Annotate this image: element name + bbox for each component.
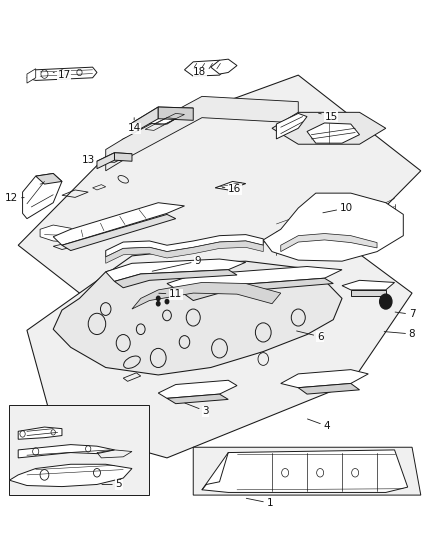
- Polygon shape: [215, 181, 245, 190]
- Polygon shape: [10, 405, 149, 495]
- Text: 1: 1: [246, 498, 272, 508]
- Polygon shape: [106, 96, 297, 171]
- Polygon shape: [341, 280, 394, 290]
- Polygon shape: [263, 193, 403, 261]
- Polygon shape: [53, 261, 341, 375]
- Text: 5: 5: [102, 480, 122, 489]
- Polygon shape: [132, 107, 158, 134]
- Polygon shape: [158, 380, 237, 398]
- Polygon shape: [184, 60, 228, 76]
- Circle shape: [165, 300, 168, 304]
- Polygon shape: [27, 69, 35, 83]
- Text: 8: 8: [383, 329, 414, 339]
- Polygon shape: [276, 114, 306, 139]
- Text: 13: 13: [81, 155, 95, 165]
- Polygon shape: [184, 278, 332, 301]
- Polygon shape: [350, 290, 385, 296]
- Polygon shape: [280, 233, 376, 252]
- Polygon shape: [53, 203, 184, 245]
- Text: 6: 6: [296, 331, 323, 342]
- Text: 15: 15: [318, 111, 337, 122]
- Polygon shape: [306, 123, 359, 143]
- Polygon shape: [22, 173, 62, 219]
- Text: 12: 12: [5, 193, 24, 204]
- Circle shape: [379, 294, 391, 309]
- Polygon shape: [280, 369, 367, 387]
- Text: 11: 11: [159, 289, 182, 299]
- Polygon shape: [166, 394, 228, 403]
- Circle shape: [156, 296, 159, 301]
- Text: 18: 18: [193, 68, 206, 77]
- Polygon shape: [158, 107, 193, 120]
- Polygon shape: [193, 447, 420, 495]
- Polygon shape: [201, 450, 407, 492]
- Polygon shape: [114, 153, 132, 161]
- Polygon shape: [132, 282, 280, 309]
- Text: 9: 9: [152, 256, 201, 271]
- Text: 14: 14: [127, 118, 141, 133]
- Polygon shape: [40, 225, 79, 242]
- Text: 4: 4: [307, 419, 329, 431]
- Polygon shape: [27, 67, 97, 80]
- Polygon shape: [106, 241, 263, 263]
- Polygon shape: [35, 173, 62, 184]
- Polygon shape: [97, 153, 114, 168]
- Circle shape: [156, 302, 159, 306]
- Polygon shape: [10, 464, 132, 487]
- Text: 7: 7: [394, 309, 414, 319]
- Polygon shape: [106, 259, 245, 281]
- Text: 17: 17: [53, 70, 71, 80]
- Polygon shape: [62, 214, 175, 251]
- Text: 3: 3: [184, 403, 208, 416]
- Polygon shape: [97, 153, 132, 163]
- Text: 10: 10: [322, 203, 352, 213]
- Polygon shape: [18, 75, 420, 341]
- Polygon shape: [166, 266, 341, 294]
- Polygon shape: [297, 383, 359, 394]
- Polygon shape: [210, 59, 237, 74]
- Polygon shape: [114, 270, 237, 288]
- Polygon shape: [27, 235, 411, 458]
- Polygon shape: [272, 112, 385, 144]
- Polygon shape: [106, 235, 263, 257]
- Polygon shape: [18, 445, 114, 458]
- Polygon shape: [132, 107, 193, 124]
- Text: 16: 16: [222, 184, 241, 195]
- Polygon shape: [18, 427, 62, 439]
